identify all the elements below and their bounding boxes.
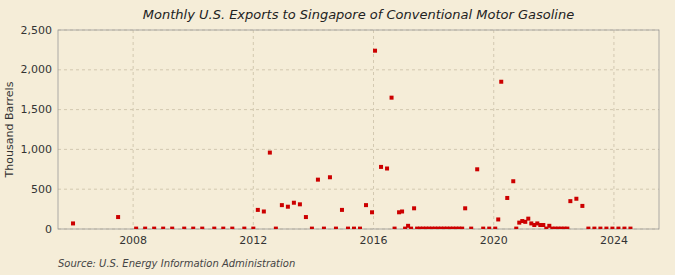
point bbox=[298, 202, 302, 206]
point bbox=[487, 227, 491, 229]
point bbox=[592, 227, 596, 229]
y-grid-line bbox=[58, 69, 659, 70]
point bbox=[346, 227, 350, 229]
x-tick-label: 2008 bbox=[119, 234, 147, 247]
point bbox=[586, 227, 590, 229]
x-grid-line bbox=[133, 30, 134, 229]
y-grid-line bbox=[58, 109, 659, 110]
point bbox=[370, 210, 374, 214]
x-grid-line bbox=[253, 30, 254, 229]
point bbox=[316, 178, 320, 182]
point bbox=[221, 227, 225, 229]
y-tick-label: 2,500 bbox=[21, 24, 53, 37]
point bbox=[385, 167, 389, 171]
point bbox=[379, 165, 383, 169]
point bbox=[161, 227, 165, 229]
point bbox=[280, 203, 284, 207]
point bbox=[134, 227, 138, 229]
point bbox=[598, 227, 602, 229]
point bbox=[565, 227, 569, 229]
plot-frame bbox=[58, 30, 659, 229]
point bbox=[580, 204, 584, 208]
point bbox=[71, 221, 75, 225]
point bbox=[152, 227, 156, 229]
point bbox=[499, 80, 503, 84]
point bbox=[304, 215, 308, 219]
point bbox=[292, 201, 296, 205]
y-grid-line bbox=[58, 189, 659, 190]
y-tick-label: 2,000 bbox=[21, 63, 53, 76]
y-grid-line bbox=[58, 149, 659, 150]
point bbox=[481, 227, 485, 229]
point bbox=[242, 227, 246, 229]
point bbox=[616, 227, 620, 229]
point bbox=[412, 206, 416, 210]
point bbox=[393, 227, 397, 229]
point bbox=[463, 206, 467, 210]
point bbox=[182, 227, 186, 229]
point bbox=[469, 227, 473, 229]
point bbox=[256, 208, 260, 212]
y-tick-label: 1,000 bbox=[21, 143, 53, 156]
point bbox=[628, 227, 632, 229]
point bbox=[541, 223, 545, 227]
chart: 0 500 1,000 1,500 2,000 2,500 2008 2012 2016 2020… bbox=[0, 0, 675, 275]
source-note: Source: U.S. Energy Information Administ… bbox=[58, 258, 295, 269]
point bbox=[191, 227, 195, 229]
point bbox=[604, 227, 608, 229]
point bbox=[496, 217, 500, 221]
point bbox=[212, 227, 216, 229]
point bbox=[409, 227, 413, 229]
point bbox=[286, 205, 290, 209]
x-grid-line bbox=[373, 30, 374, 229]
point bbox=[143, 227, 147, 229]
x-grid-line bbox=[493, 30, 494, 229]
point bbox=[170, 227, 174, 229]
point bbox=[200, 227, 204, 229]
point bbox=[568, 199, 572, 203]
grid bbox=[58, 30, 659, 229]
y-tick-label: 500 bbox=[31, 183, 52, 196]
point bbox=[460, 227, 464, 229]
x-tick-label: 2024 bbox=[600, 234, 628, 247]
y-tick-label: 1,500 bbox=[21, 103, 53, 116]
y-axis-label: Thousand Barrels bbox=[3, 81, 16, 178]
point bbox=[322, 227, 326, 229]
y-tick-label: 0 bbox=[45, 223, 52, 236]
axes: 0 500 1,000 1,500 2,000 2,500 2008 2012 2016 2020… bbox=[21, 24, 628, 248]
point bbox=[514, 227, 518, 229]
point bbox=[274, 227, 278, 229]
point bbox=[358, 227, 362, 229]
point bbox=[610, 227, 614, 229]
background bbox=[0, 0, 675, 275]
point bbox=[475, 167, 479, 171]
point bbox=[116, 215, 120, 219]
point bbox=[622, 227, 626, 229]
x-tick-label: 2012 bbox=[239, 234, 267, 247]
point bbox=[364, 203, 368, 207]
point bbox=[511, 179, 515, 183]
point bbox=[310, 227, 314, 229]
point bbox=[334, 227, 338, 229]
x-tick-label: 2020 bbox=[480, 234, 508, 247]
point bbox=[352, 227, 356, 229]
point bbox=[251, 227, 255, 229]
point bbox=[505, 196, 509, 200]
point bbox=[262, 209, 266, 213]
title: Monthly U.S. Exports to Singapore of Con… bbox=[143, 7, 574, 22]
point bbox=[230, 227, 234, 229]
point bbox=[328, 175, 332, 179]
point bbox=[340, 208, 344, 212]
point bbox=[390, 96, 394, 100]
point bbox=[526, 217, 530, 221]
point bbox=[400, 209, 404, 213]
x-tick-label: 2016 bbox=[360, 234, 388, 247]
point bbox=[373, 49, 377, 53]
point bbox=[574, 197, 578, 201]
point bbox=[268, 151, 272, 155]
x-grid-line bbox=[613, 30, 614, 229]
point bbox=[493, 227, 497, 229]
points bbox=[71, 49, 632, 229]
